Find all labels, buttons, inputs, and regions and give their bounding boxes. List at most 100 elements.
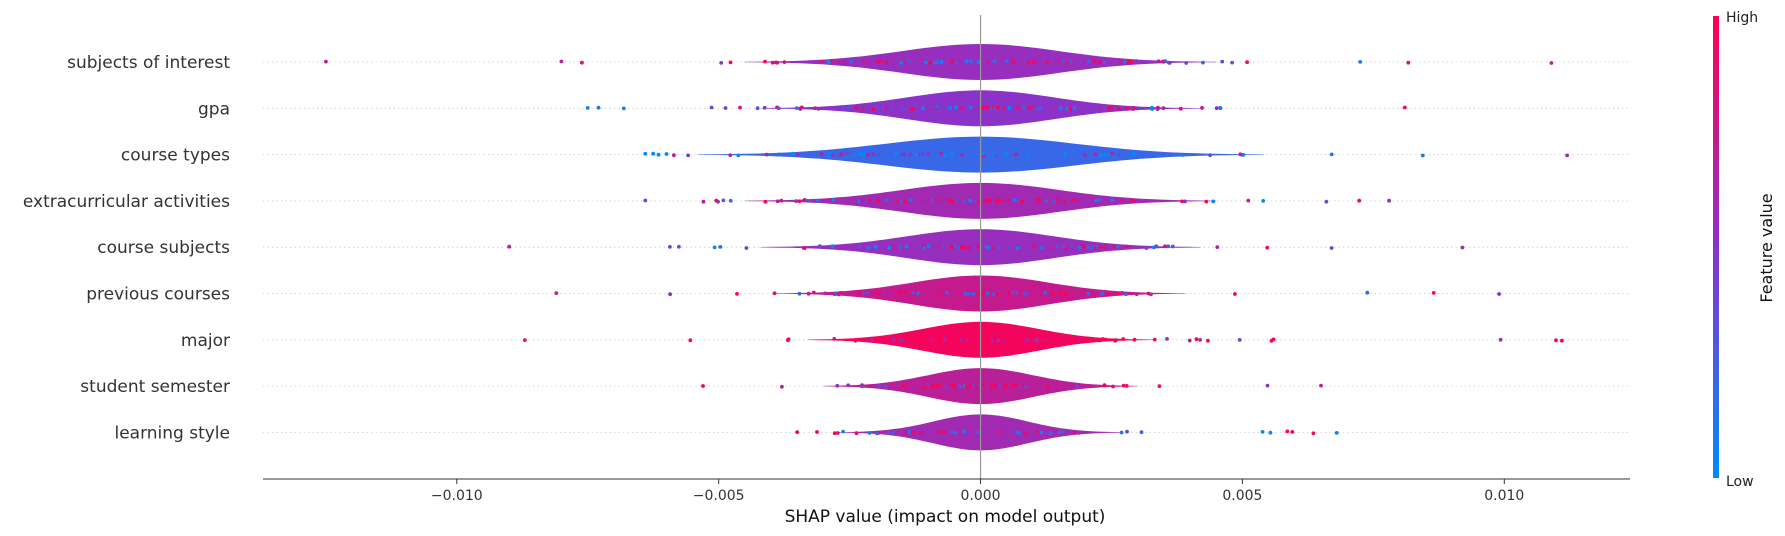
- shap-point: [1079, 337, 1084, 342]
- shap-point: [962, 338, 967, 342]
- shap-point: [1285, 429, 1290, 434]
- shap-point: [1124, 384, 1129, 388]
- shap-point: [1010, 290, 1015, 295]
- shap-point: [907, 198, 911, 203]
- shap-point: [1206, 338, 1210, 343]
- shap-point: [621, 106, 626, 111]
- shap-point: [854, 431, 859, 436]
- shap-point: [951, 199, 955, 204]
- shap-point: [1087, 338, 1092, 343]
- shap-point: [775, 199, 780, 204]
- shap-point: [709, 105, 714, 110]
- shap-point: [1497, 292, 1501, 296]
- shap-point: [1106, 292, 1111, 296]
- shap-point: [806, 199, 810, 203]
- shap-point: [874, 106, 879, 110]
- shap-point: [1265, 383, 1270, 388]
- x-tick-label: 0.005: [1222, 488, 1262, 504]
- shap-point: [1334, 431, 1339, 435]
- shap-point: [849, 59, 854, 64]
- shap-point: [794, 199, 798, 204]
- shap-point: [1103, 245, 1107, 249]
- shap-point: [664, 152, 669, 156]
- colorbar: High Low Feature value: [1713, 10, 1776, 490]
- shap-point: [976, 338, 981, 343]
- shap-point: [1132, 199, 1136, 204]
- shap-point: [949, 245, 954, 250]
- shap-point: [921, 106, 925, 111]
- shap-point: [1010, 152, 1014, 157]
- shap-point: [1119, 60, 1124, 64]
- shap-point: [978, 290, 982, 295]
- shap-point: [987, 337, 992, 341]
- shap-point: [894, 151, 898, 156]
- shap-point: [1069, 244, 1074, 249]
- shap-point: [971, 291, 976, 296]
- shap-point: [889, 107, 894, 111]
- shap-point: [1098, 60, 1103, 65]
- shap-point: [841, 429, 845, 434]
- shap-point: [1024, 292, 1029, 297]
- shap-point: [816, 107, 821, 111]
- shap-point: [1111, 384, 1115, 389]
- shap-point: [1146, 291, 1151, 296]
- shap-point: [797, 199, 802, 204]
- shap-point: [735, 292, 739, 296]
- shap-point: [1120, 199, 1125, 204]
- colorbar-gradient: [1713, 16, 1719, 478]
- shap-point: [1033, 106, 1037, 111]
- shap-point: [1157, 384, 1162, 388]
- shap-point: [911, 338, 916, 343]
- shap-point: [701, 199, 706, 204]
- shap-point: [861, 152, 866, 157]
- shap-point: [927, 198, 931, 203]
- shap-point: [926, 152, 930, 156]
- shap-point: [1002, 107, 1007, 111]
- shap-point: [881, 59, 886, 64]
- shap-point: [1245, 60, 1249, 65]
- shap-point: [1200, 106, 1204, 110]
- shap-point: [815, 430, 819, 434]
- shap-point: [738, 105, 742, 110]
- shap-point: [855, 106, 859, 110]
- shap-point: [559, 59, 564, 64]
- shap-point: [1329, 246, 1334, 250]
- shap-point: [886, 291, 891, 296]
- shap-point: [853, 338, 858, 343]
- shap-point: [950, 152, 955, 156]
- shap-point: [873, 244, 878, 249]
- shap-point: [917, 244, 922, 249]
- shap-point: [950, 291, 955, 296]
- shap-point: [1055, 198, 1060, 202]
- shap-point: [870, 338, 875, 342]
- shap-point: [902, 152, 907, 157]
- shap-point: [839, 152, 844, 157]
- shap-point: [1058, 106, 1063, 111]
- shap-point: [1230, 60, 1234, 65]
- shap-point: [1068, 107, 1073, 112]
- shap-point: [1029, 292, 1034, 297]
- shap-point: [1125, 106, 1130, 111]
- shap-point: [1208, 153, 1212, 158]
- shap-point: [1060, 429, 1065, 434]
- shap-point: [980, 151, 985, 156]
- shap-point: [1117, 107, 1121, 111]
- shap-point: [937, 198, 942, 203]
- shap-point: [1039, 430, 1044, 435]
- shap-point: [1025, 153, 1030, 158]
- shap-point: [677, 244, 681, 249]
- shap-point: [1184, 61, 1189, 65]
- shap-point: [1080, 60, 1084, 64]
- shap-point: [643, 198, 648, 203]
- shap-point: [1034, 337, 1039, 342]
- shap-point: [668, 245, 672, 249]
- shap-point: [728, 60, 733, 65]
- shap-point: [923, 198, 927, 203]
- shap-point: [876, 292, 881, 296]
- shap-point: [1387, 198, 1391, 203]
- shap-point: [1004, 59, 1009, 64]
- shap-point: [1086, 59, 1091, 64]
- shap-point: [817, 244, 822, 249]
- shap-point: [932, 61, 936, 65]
